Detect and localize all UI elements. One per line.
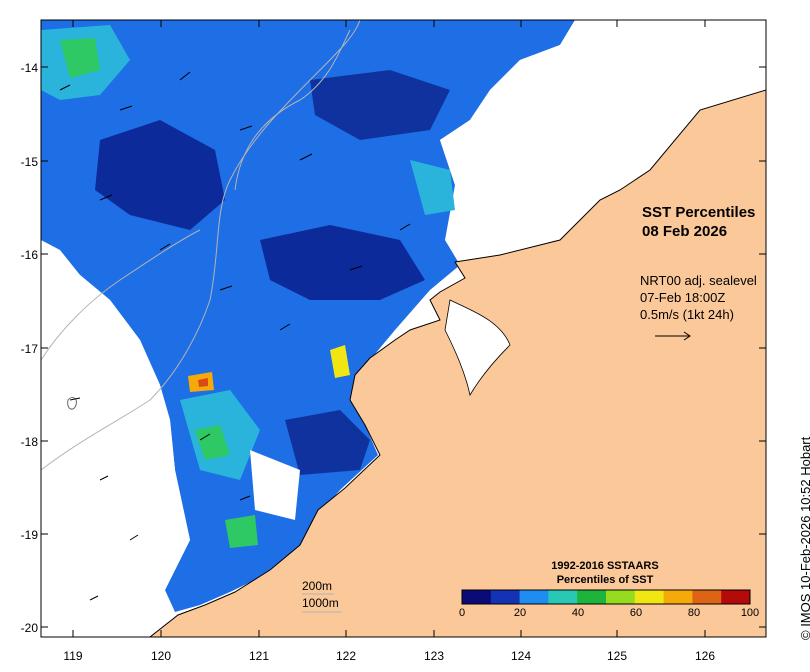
current-arrow [279,323,291,331]
current-arrow [179,71,191,81]
colorbar-swatch [692,590,722,604]
no-data-region [41,240,190,637]
vector-time: 07-Feb 18:00Z [640,290,726,305]
colorbar-swatch [606,590,636,604]
x-tick-label: 120 [150,649,172,663]
contour-1000m [41,229,201,361]
y-tick-label: -15 [20,155,38,169]
colorbar-swatch [462,590,492,604]
sst-deep-blue-patch [285,410,370,475]
current-arrow [119,105,133,111]
sst-green-patch [60,38,100,78]
colorbar-swatch [548,590,578,604]
colorbar-tick-label: 20 [513,607,527,619]
colorbar-swatch [519,590,549,604]
scale-arrowhead [683,331,691,341]
colorbar-title: 1992-2016 SSTAARS Percentiles of SST [500,559,710,587]
current-arrow [69,397,81,401]
colorbar-subtitle: Percentiles of SST [556,574,654,586]
x-tick-label: 119 [63,649,83,663]
y-tick-label: -14 [20,61,38,75]
depth-label-200m: 200m [302,579,333,593]
colorbar-title-line: 1992-2016 SSTAARS [551,560,659,572]
vector-info: NRT00 adj. sealevel 07-Feb 18:00Z 0.5m/s… [640,272,757,323]
x-axis-ticks [72,20,706,637]
imos-credit: © IMOS 10-Feb-2026 10:52 Hobart [798,436,810,640]
colorbar-tick-label: 0 [458,607,466,619]
colorbar [461,589,751,605]
current-arrow [159,243,171,251]
current-arrow [399,223,411,231]
sst-cyan-patch [410,160,455,215]
y-tick-label: -18 [20,435,38,449]
sst-deep-blue-patch [310,70,450,140]
colorbar-tick-label: 80 [687,607,701,619]
current-arrow [219,285,233,291]
map-title-line: SST Percentiles [642,204,756,221]
y-axis-ticks [41,66,766,628]
no-data-region [440,20,766,250]
current-arrow [199,433,211,441]
no-data-region [250,450,300,520]
sst-red-patch [198,378,208,387]
current-arrow [59,84,71,91]
colorbar-tick-label: 60 [629,607,643,619]
contour-1000m [41,20,361,471]
current-arrow [89,595,99,601]
depth-label-1000m: 1000m [302,596,339,610]
y-tick-label: -17 [20,342,38,356]
current-arrow [239,495,251,501]
colorbar-frame [461,589,751,605]
current-arrow [349,265,363,271]
y-tick-label: -20 [20,621,38,635]
x-tick-label: 121 [248,649,270,663]
colorbar-tick-label: 100 [740,607,760,619]
colorbar-swatch [490,590,521,604]
y-tick-label: -19 [20,528,38,542]
current-arrow [299,153,313,161]
x-tick-label: 122 [335,649,357,663]
land-inlet [444,299,511,397]
current-vectors [59,71,691,601]
colorbar-tick-label: 40 [571,607,585,619]
x-tick-label: 125 [606,649,628,663]
vector-scale: 0.5m/s (1kt 24h) [640,307,734,322]
colorbar-swatch [663,590,693,604]
reef-outline [67,397,77,410]
map-date: 08 Feb 2026 [642,223,728,240]
x-tick-label: 124 [510,649,532,663]
current-arrow [99,475,109,481]
sst-green-patch [225,515,258,548]
colorbar-swatch [721,590,751,604]
current-arrow [239,125,253,131]
x-tick-label: 123 [423,649,445,663]
colorbar-swatch [577,590,607,604]
vector-source: NRT00 adj. sealevel [640,273,757,288]
current-arrow [99,194,113,201]
map-title: SST Percentiles 08 Feb 2026 [642,203,755,241]
sst-deep-blue-patch [260,225,425,300]
x-tick-label: 126 [694,649,716,663]
plot-frame [40,19,767,638]
land-australia [149,89,766,637]
contour-200m [234,29,351,191]
y-tick-label: -16 [20,248,38,262]
sst-deep-blue-patch [95,120,225,230]
sst-yellow-patch [330,345,350,378]
colorbar-swatch [634,590,665,604]
current-arrow [129,534,139,541]
sst-green-patch [195,425,230,460]
